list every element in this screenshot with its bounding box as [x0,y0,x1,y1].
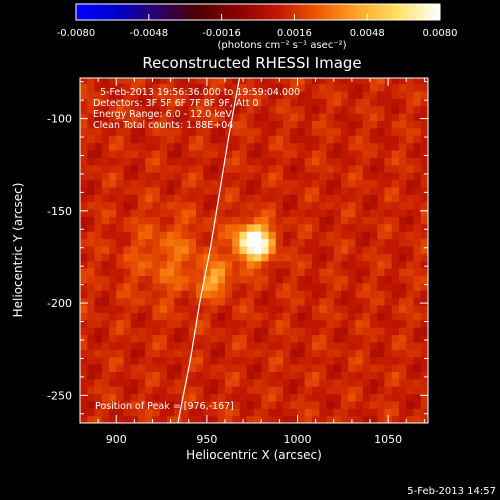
x-tick-label: 950 [196,433,217,446]
colorbar-tick-label: 0.0080 [423,28,458,39]
timestamp: 5-Feb-2013 14:57 [407,486,496,497]
x-tick-label: 1050 [374,433,402,446]
info-line: Detectors: 3F 5F 6F 7F 8F 9F, Att 0 [93,98,259,109]
colorbar-tick-labels: -0.0080 -0.0048 -0.0016 0.0016 0.0048 0.0080 [57,28,458,39]
colorbar-tick-label: 0.0048 [350,28,385,39]
y-tick-label: -200 [47,297,72,310]
colorbar-tick-label: -0.0016 [202,28,241,39]
x-tick-labels: 900 950 1000 1050 [106,433,402,446]
info-line: 5-Feb-2013 19:56:36.000 to 19:59:04.000 [100,87,300,98]
y-tick-labels: -100 -150 -200 -250 [47,113,72,403]
axis-ticks [80,78,428,423]
info-line: Clean Total counts: 1.88E+04 [93,120,233,131]
colorbar-tick-label: -0.0080 [57,28,96,39]
y-tick-label: -150 [47,205,72,218]
info-block: 5-Feb-2013 19:56:36.000 to 19:59:04.000D… [93,87,300,131]
colorbar-ticks [75,14,441,20]
y-tick-label: -100 [47,113,72,126]
solar-limb-curve [177,78,241,423]
chart-title: Reconstructed RHESSI Image [142,54,361,72]
plot-frame [79,77,429,424]
colorbar-tick-label: 0.0016 [277,28,312,39]
colorbar-unit-label: (photons cm⁻² s⁻¹ asec⁻²) [217,40,346,51]
peak-position-label: Position of Peak = [976,-167] [95,401,234,412]
info-line: Energy Range: 6.0 - 12.0 keV [93,109,232,120]
x-axis-label: Heliocentric X (arcsec) [186,448,322,462]
heatmap [80,78,428,423]
x-tick-label: 1000 [284,433,312,446]
colorbar-tick-label: -0.0048 [129,28,168,39]
y-tick-label: -250 [47,389,72,402]
y-axis-label: Heliocentric Y (arcsec) [11,183,25,318]
colorbar [75,3,441,21]
x-tick-label: 900 [106,433,127,446]
